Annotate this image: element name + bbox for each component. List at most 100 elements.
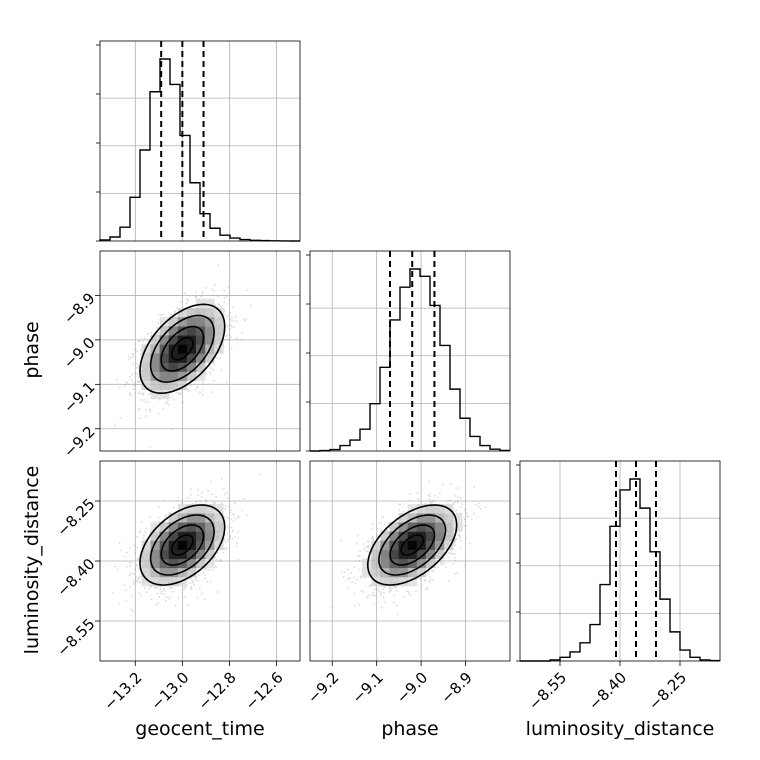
contour-line (149, 514, 215, 576)
x-tick-label-phase: −9.2 (304, 669, 342, 707)
density-cell (186, 316, 197, 327)
density-cell (159, 576, 170, 587)
density-cell (214, 335, 224, 345)
density-cell (159, 353, 170, 363)
density-cell (141, 549, 151, 560)
density-cell (205, 298, 215, 309)
y-tick-label-luminosity_distance: −8.25 (53, 495, 98, 540)
density-cell (168, 380, 179, 391)
density-cell (159, 380, 170, 391)
density-cell (159, 531, 170, 541)
density-cell (434, 540, 445, 550)
density-cell (195, 307, 206, 318)
density-cell (186, 549, 197, 560)
x-axis-label-phase: phase (381, 718, 438, 740)
density-cell (407, 513, 418, 523)
density-cell (177, 576, 188, 587)
x-tick-label-phase: −9.0 (393, 669, 431, 707)
density-cell (380, 549, 390, 560)
density-cell (380, 531, 390, 541)
density-cell (214, 531, 224, 541)
density-cell (186, 522, 197, 532)
density-cell (362, 567, 372, 578)
panel-frame (99, 40, 301, 242)
density-cell (416, 558, 427, 569)
density-cell (444, 531, 454, 541)
density-cell (398, 576, 409, 587)
contour-line (160, 325, 205, 372)
density-cell (205, 513, 215, 523)
density-panel-phase-luminosity_distance (309, 460, 511, 662)
x-tick-label-geocent_time: −12.6 (241, 669, 286, 714)
panel-frame (99, 250, 301, 452)
density-cell (371, 549, 381, 560)
density-cell (195, 316, 206, 327)
density-cell (205, 504, 215, 514)
density-cell (159, 522, 170, 532)
density-cell (141, 380, 151, 391)
density-cell (168, 531, 179, 541)
density-cell (195, 371, 206, 381)
density-cell (195, 531, 206, 541)
panel-content (310, 461, 510, 661)
density-cell (195, 335, 206, 345)
density-cell (150, 558, 161, 569)
density-cell (371, 567, 381, 578)
contour-line (171, 336, 194, 361)
density-cell (205, 531, 215, 541)
density-cell (141, 558, 151, 569)
density-cell (434, 549, 445, 560)
density-cell (425, 504, 436, 514)
panel-content (100, 251, 300, 451)
density-cell (186, 371, 197, 381)
density-cell (205, 326, 215, 336)
density-cell (177, 307, 188, 318)
density-cell (389, 540, 399, 550)
density-cell (150, 380, 161, 391)
y-tick-label-phase: −9.2 (60, 423, 98, 461)
density-cell (177, 371, 188, 381)
density-cell (195, 513, 206, 523)
contour-line (400, 534, 425, 556)
density-cell (159, 549, 170, 560)
density-cell (416, 549, 427, 560)
density-cell (407, 504, 418, 514)
density-cell (168, 326, 179, 336)
density-cell (214, 522, 224, 532)
density-cell (389, 576, 399, 587)
density-cell (186, 353, 197, 363)
density-cell (380, 576, 390, 587)
density-cell (186, 558, 197, 569)
density-cell (159, 316, 170, 327)
x-tick-label-geocent_time: −12.8 (194, 669, 239, 714)
density-cell (186, 307, 197, 318)
density-cell (141, 362, 151, 372)
density-cell (159, 567, 170, 578)
contour-line (160, 524, 205, 566)
density-cell (168, 567, 179, 578)
y-tick-label-phase: −9.1 (60, 378, 98, 416)
x-tick-label-phase: −9.1 (348, 669, 386, 707)
density-cell (195, 558, 206, 569)
density-cell (195, 504, 206, 514)
density-cell (195, 362, 206, 372)
density-cell (425, 549, 436, 560)
density-cell (398, 531, 409, 541)
x-tick-label-luminosity_distance: −8.25 (645, 669, 690, 714)
density-cell (150, 576, 161, 587)
density-cell (434, 522, 445, 532)
density-cell (141, 567, 151, 578)
density-cell (177, 326, 188, 336)
x-axis-label-luminosity-distance: luminosity_distance (526, 718, 715, 740)
density-cell (195, 522, 206, 532)
density-cell (159, 335, 170, 345)
density-panel-geocent_time-phase (99, 250, 301, 452)
density-cell (380, 558, 390, 569)
density-cell (214, 540, 224, 550)
density-cell (434, 531, 445, 541)
density-cell (214, 326, 224, 336)
density-cell (186, 567, 197, 578)
density-cell (398, 558, 409, 569)
density-cell (150, 522, 161, 532)
density-cell (398, 567, 409, 578)
